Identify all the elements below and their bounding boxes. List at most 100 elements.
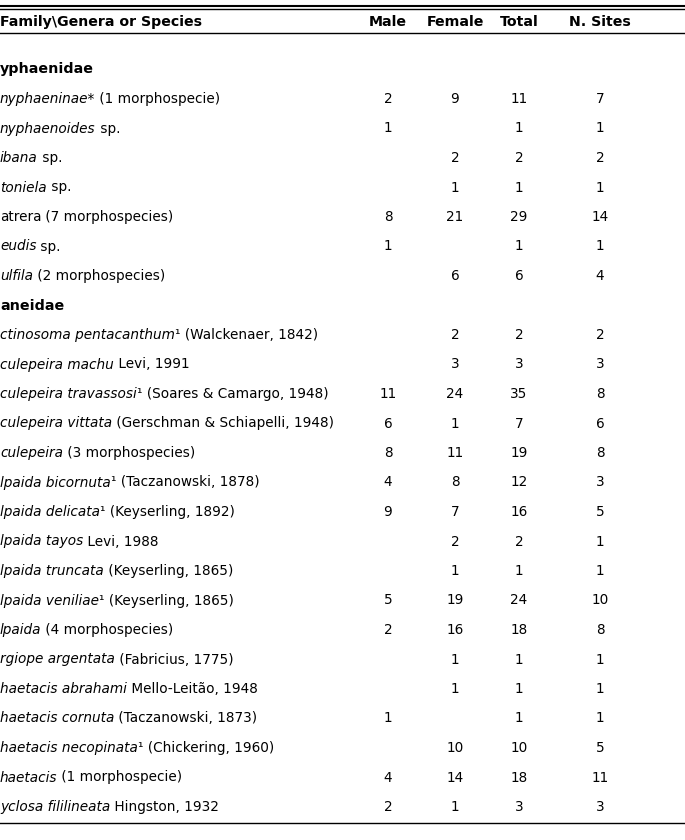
Text: sp.: sp. — [36, 239, 61, 254]
Text: haetacis abrahami: haetacis abrahami — [0, 682, 127, 696]
Text: haetacis necopinata: haetacis necopinata — [0, 741, 138, 755]
Text: 7: 7 — [451, 505, 460, 519]
Text: 8: 8 — [451, 475, 460, 490]
Text: Hingston, 1932: Hingston, 1932 — [110, 800, 219, 814]
Text: 1: 1 — [596, 682, 604, 696]
Text: haetacis: haetacis — [0, 770, 58, 785]
Text: 8: 8 — [384, 446, 393, 460]
Text: sp.: sp. — [96, 122, 120, 135]
Text: lpaida bicornuta: lpaida bicornuta — [0, 475, 111, 490]
Text: 1: 1 — [596, 711, 604, 726]
Text: 2: 2 — [451, 534, 460, 549]
Text: (Gerschman & Schiapelli, 1948): (Gerschman & Schiapelli, 1948) — [112, 417, 334, 430]
Text: ulfila: ulfila — [0, 269, 33, 283]
Text: haetacis cornuta: haetacis cornuta — [0, 711, 114, 726]
Text: 1: 1 — [451, 653, 460, 666]
Text: 3: 3 — [514, 800, 523, 814]
Text: 8: 8 — [596, 446, 604, 460]
Text: (Taczanowski, 1873): (Taczanowski, 1873) — [114, 711, 258, 726]
Text: 2: 2 — [596, 151, 604, 165]
Text: (4 morphospecies): (4 morphospecies) — [42, 623, 174, 637]
Text: ¹ (Keyserling, 1865): ¹ (Keyserling, 1865) — [99, 594, 234, 607]
Text: 1: 1 — [596, 564, 604, 578]
Text: 14: 14 — [447, 770, 464, 785]
Text: (3 morphospecies): (3 morphospecies) — [63, 446, 195, 460]
Text: 10: 10 — [510, 741, 527, 755]
Text: ctinosoma pentacanthum: ctinosoma pentacanthum — [0, 328, 175, 342]
Text: 1: 1 — [514, 181, 523, 195]
Text: 1: 1 — [451, 800, 460, 814]
Text: Total: Total — [499, 15, 538, 29]
Text: sp.: sp. — [47, 181, 71, 195]
Text: (Fabricius, 1775): (Fabricius, 1775) — [115, 653, 234, 666]
Text: ibana: ibana — [0, 151, 38, 165]
Text: culepeira: culepeira — [0, 446, 63, 460]
Text: 1: 1 — [514, 711, 523, 726]
Text: 2: 2 — [514, 151, 523, 165]
Text: 1: 1 — [596, 239, 604, 254]
Text: 8: 8 — [384, 210, 393, 224]
Text: 16: 16 — [447, 623, 464, 637]
Text: 2: 2 — [384, 623, 393, 637]
Text: rgiope argentata: rgiope argentata — [0, 653, 115, 666]
Text: 3: 3 — [451, 358, 460, 371]
Text: (Keyserling, 1865): (Keyserling, 1865) — [103, 564, 233, 578]
Text: atrera: atrera — [0, 210, 42, 224]
Text: 16: 16 — [510, 505, 527, 519]
Text: yphaenidae: yphaenidae — [0, 62, 94, 76]
Text: 1: 1 — [514, 564, 523, 578]
Text: (7 morphospecies): (7 morphospecies) — [42, 210, 174, 224]
Text: 19: 19 — [510, 446, 527, 460]
Text: 3: 3 — [596, 358, 604, 371]
Text: 1: 1 — [384, 711, 393, 726]
Text: 8: 8 — [596, 387, 604, 401]
Text: 5: 5 — [596, 741, 604, 755]
Text: 4: 4 — [596, 269, 604, 283]
Text: nyphaenoides: nyphaenoides — [0, 122, 96, 135]
Text: Mello-Leitão, 1948: Mello-Leitão, 1948 — [127, 682, 258, 696]
Text: 11: 11 — [591, 770, 609, 785]
Text: 2: 2 — [596, 328, 604, 342]
Text: 1: 1 — [451, 682, 460, 696]
Text: 7: 7 — [514, 417, 523, 430]
Text: 1: 1 — [514, 653, 523, 666]
Text: 35: 35 — [510, 387, 527, 401]
Text: toniela: toniela — [0, 181, 47, 195]
Text: (1 morphospecie): (1 morphospecie) — [95, 92, 221, 106]
Text: N. Sites: N. Sites — [569, 15, 631, 29]
Text: 2: 2 — [384, 800, 393, 814]
Text: 21: 21 — [447, 210, 464, 224]
Text: 5: 5 — [596, 505, 604, 519]
Text: 1: 1 — [384, 122, 393, 135]
Text: Levi, 1988: Levi, 1988 — [84, 534, 159, 549]
Text: lpaida truncata: lpaida truncata — [0, 564, 103, 578]
Text: ¹ (Walckenaer, 1842): ¹ (Walckenaer, 1842) — [175, 328, 318, 342]
Text: 5: 5 — [384, 594, 393, 607]
Text: 6: 6 — [514, 269, 523, 283]
Text: 29: 29 — [510, 210, 527, 224]
Text: 6: 6 — [384, 417, 393, 430]
Text: Female: Female — [426, 15, 484, 29]
Text: 2: 2 — [384, 92, 393, 106]
Text: 7: 7 — [596, 92, 604, 106]
Text: 2: 2 — [514, 534, 523, 549]
Text: 1: 1 — [514, 682, 523, 696]
Text: culepeira machu: culepeira machu — [0, 358, 114, 371]
Text: 18: 18 — [510, 623, 527, 637]
Text: 3: 3 — [596, 800, 604, 814]
Text: culepeira vittata: culepeira vittata — [0, 417, 112, 430]
Text: 1: 1 — [451, 181, 460, 195]
Text: 6: 6 — [451, 269, 460, 283]
Text: 1: 1 — [596, 122, 604, 135]
Text: 24: 24 — [447, 387, 464, 401]
Text: ¹ (Taczanowski, 1878): ¹ (Taczanowski, 1878) — [111, 475, 260, 490]
Text: 9: 9 — [384, 505, 393, 519]
Text: 1: 1 — [514, 122, 523, 135]
Text: 1: 1 — [596, 534, 604, 549]
Text: (1 morphospecie): (1 morphospecie) — [58, 770, 183, 785]
Text: ¹ (Chickering, 1960): ¹ (Chickering, 1960) — [138, 741, 274, 755]
Text: (2 morphospecies): (2 morphospecies) — [33, 269, 165, 283]
Text: 11: 11 — [379, 387, 397, 401]
Text: 10: 10 — [591, 594, 609, 607]
Text: 12: 12 — [510, 475, 527, 490]
